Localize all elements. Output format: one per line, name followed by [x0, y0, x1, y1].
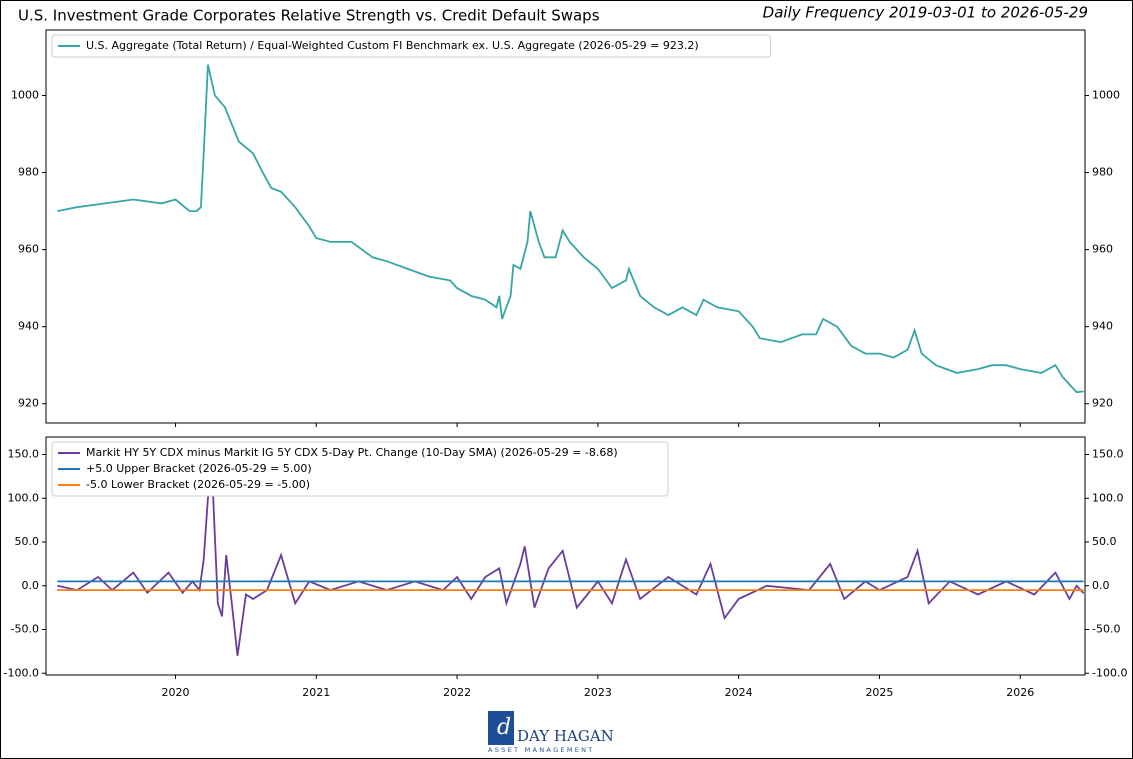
legend-label: U.S. Aggregate (Total Return) / Equal-We…: [86, 39, 699, 52]
y-tick-label: 0.0: [22, 579, 40, 592]
legend-label: +5.0 Upper Bracket (2026-05-29 = 5.00): [86, 462, 312, 475]
logo-letter: d: [497, 715, 511, 740]
y-tick-label: -50.0: [11, 623, 39, 636]
y-tick-label: 100.0: [8, 491, 40, 504]
plot-frame: [45, 29, 1086, 424]
y-tick-label: 1000: [11, 89, 39, 102]
subtitle: Daily Frequency 2019-03-01 to 2026-05-29: [763, 4, 1088, 22]
legend-label: Markit HY 5Y CDX minus Markit IG 5Y CDX …: [86, 446, 618, 459]
logo-brand: DAY HAGAN: [517, 727, 614, 745]
y-tick-label-right: 100.0: [1092, 491, 1124, 504]
x-tick-label: 2025: [865, 686, 893, 699]
y-tick-label-right: 150.0: [1092, 448, 1124, 461]
title: U.S. Investment Grade Corporates Relativ…: [18, 7, 600, 25]
x-tick-label: 2024: [725, 686, 753, 699]
y-tick-label: 980: [18, 166, 39, 179]
legend-box: [51, 441, 669, 497]
x-tick-label: 2021: [302, 686, 330, 699]
logo-mark: [488, 711, 514, 745]
logo: d DAY HAGAN ASSET MANAGEMENT: [488, 711, 614, 754]
y-tick-label-right: -100.0: [1092, 666, 1127, 679]
legend: Markit HY 5Y CDX minus Markit IG 5Y CDX …: [51, 441, 669, 497]
legend: U.S. Aggregate (Total Return) / Equal-We…: [51, 34, 771, 58]
x-tick-label: 2023: [584, 686, 612, 699]
y-tick-label-right: 920: [1092, 397, 1113, 410]
x-tick-label: 2020: [162, 686, 190, 699]
y-tick-label-right: 1000: [1092, 89, 1120, 102]
y-tick-label: 150.0: [8, 448, 40, 461]
y-tick-label-right: 960: [1092, 243, 1113, 256]
series-line: [57, 64, 1084, 394]
y-tick-label-right: 940: [1092, 320, 1113, 333]
series-line: [57, 471, 1085, 656]
legend-label: -5.0 Lower Bracket (2026-05-29 = -5.00): [86, 478, 310, 491]
legend-box: [51, 34, 771, 58]
y-tick-label-right: 0.0: [1092, 579, 1110, 592]
logo-tagline: ASSET MANAGEMENT: [488, 746, 595, 754]
y-tick-label: 920: [18, 397, 39, 410]
y-tick-label-right: 50.0: [1092, 535, 1117, 548]
y-tick-label: 960: [18, 243, 39, 256]
y-tick-label: -100.0: [4, 666, 39, 679]
y-tick-label: 940: [18, 320, 39, 333]
x-tick-label: 2022: [443, 686, 471, 699]
x-tick-label: 2026: [1006, 686, 1034, 699]
y-tick-label-right: 980: [1092, 166, 1113, 179]
y-tick-label-right: -50.0: [1092, 623, 1120, 636]
y-tick-label: 50.0: [15, 535, 40, 548]
